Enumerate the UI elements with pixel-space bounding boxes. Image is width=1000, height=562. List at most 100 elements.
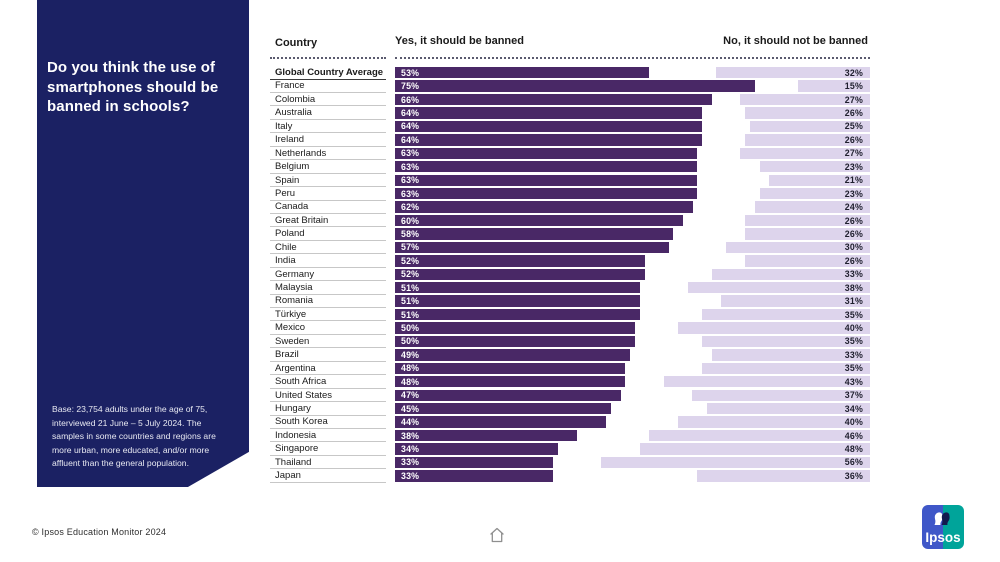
no-bar: 46%: [649, 429, 870, 442]
table-row: Sweden 50% 35%: [270, 335, 870, 349]
no-value-label: 40%: [844, 323, 863, 333]
yes-bar: 60%: [395, 214, 683, 227]
row-divider: [270, 118, 386, 120]
bar-zone: 66% 27%: [395, 93, 870, 106]
country-label: Australia: [275, 107, 312, 119]
country-label: Chile: [275, 241, 297, 253]
country-label: Great Britain: [275, 214, 329, 226]
base-note: Base: 23,754 adults under the age of 75,…: [52, 404, 216, 469]
no-value-label: 35%: [844, 336, 863, 347]
yes-bar: 38%: [395, 429, 578, 442]
yes-value-label: 49%: [401, 349, 420, 360]
yes-value-label: 33%: [401, 457, 420, 468]
yes-value-label: 51%: [401, 296, 420, 307]
yes-bar: 63%: [395, 174, 698, 186]
question-panel: Do you think the use of smartphones shou…: [37, 0, 249, 487]
row-divider: [270, 253, 386, 255]
yes-bar: 51%: [395, 282, 640, 294]
no-bar: 26%: [745, 134, 870, 146]
table-row: Hungary 45% 34%: [270, 402, 870, 416]
table-row: Indonesia 38% 46%: [270, 429, 870, 443]
no-bar: 43%: [663, 376, 870, 388]
no-bar: 26%: [745, 107, 870, 119]
yes-value-label: 51%: [401, 309, 420, 320]
table-row: United States 47% 37%: [270, 389, 870, 403]
row-divider: [270, 226, 386, 228]
row-divider: [270, 105, 386, 107]
bar-zone: 52% 26%: [395, 255, 870, 267]
home-icon[interactable]: [486, 524, 508, 546]
no-value-label: 27%: [844, 94, 863, 105]
bar-zone: 64% 26%: [395, 134, 870, 146]
no-bar: 30%: [726, 241, 870, 254]
country-label: Argentina: [275, 362, 316, 374]
no-value-label: 46%: [844, 430, 863, 441]
table-row: Netherlands 63% 27%: [270, 147, 870, 161]
country-label: France: [275, 80, 305, 92]
row-divider: [270, 347, 386, 349]
bar-zone: 34% 48%: [395, 443, 870, 455]
table-row: Peru 63% 23%: [270, 187, 870, 201]
yes-bar: 52%: [395, 255, 645, 267]
bar-zone: 50% 40%: [395, 322, 870, 334]
yes-bar: 64%: [395, 107, 703, 119]
no-value-label: 32%: [844, 67, 863, 78]
bar-zone: 33% 56%: [395, 456, 870, 469]
no-bar: 40%: [678, 322, 870, 334]
yes-value-label: 52%: [401, 255, 420, 266]
no-value-label: 26%: [844, 134, 863, 145]
yes-bar: 44%: [395, 416, 607, 428]
yes-value-label: 57%: [401, 242, 420, 253]
no-value-label: 43%: [844, 376, 863, 387]
yes-bar: 50%: [395, 322, 635, 334]
yes-bar: 53%: [395, 67, 650, 79]
no-value-label: 35%: [844, 363, 863, 374]
row-divider: [270, 212, 386, 214]
yes-bar: 33%: [395, 470, 554, 482]
chart-rows: Global Country Average 53% 32% France 75% 15%…: [270, 66, 870, 483]
country-label: Colombia: [275, 93, 316, 105]
chart-header-divider: [395, 57, 870, 59]
no-value-label: 37%: [844, 390, 863, 401]
yes-bar: 45%: [395, 402, 611, 415]
ipsos-logo: Ipsos: [922, 505, 964, 549]
no-value-label: 26%: [844, 228, 863, 239]
bar-zone: 60% 26%: [395, 214, 870, 227]
bar-zone: 63% 21%: [395, 174, 870, 186]
yes-bar: 64%: [395, 134, 703, 146]
country-label: Malaysia: [275, 282, 313, 293]
country-label: India: [275, 255, 296, 267]
yes-bar: 64%: [395, 120, 703, 133]
yes-value-label: 52%: [401, 269, 420, 280]
table-row: South Korea 44% 40%: [270, 415, 870, 429]
country-header-divider: [270, 57, 386, 59]
table-row: Australia 64% 26%: [270, 106, 870, 120]
no-value-label: 23%: [844, 161, 863, 172]
bar-zone: 63% 23%: [395, 161, 870, 173]
bar-zone: 53% 32%: [395, 67, 870, 79]
no-bar: 40%: [678, 416, 870, 428]
no-value-label: 23%: [844, 188, 863, 199]
no-series-header: No, it should not be banned: [723, 35, 868, 47]
table-row: Thailand 33% 56%: [270, 456, 870, 470]
table-row: Italy 64% 25%: [270, 120, 870, 134]
no-bar: 35%: [702, 335, 870, 348]
no-bar: 26%: [745, 255, 870, 267]
row-divider: [270, 481, 386, 483]
row-divider: [270, 320, 386, 322]
yes-bar: 66%: [395, 93, 712, 106]
yes-value-label: 33%: [401, 470, 420, 481]
bar-zone: 57% 30%: [395, 241, 870, 254]
country-label: Thailand: [275, 456, 312, 468]
row-divider: [270, 360, 386, 362]
bar-zone: 52% 33%: [395, 268, 870, 280]
yes-value-label: 60%: [401, 215, 420, 226]
country-label: Ireland: [275, 134, 305, 146]
row-divider: [270, 374, 386, 376]
table-row: Poland 58% 26%: [270, 227, 870, 241]
no-bar: 27%: [740, 147, 870, 160]
yes-bar: 33%: [395, 456, 554, 469]
no-bar: 27%: [740, 93, 870, 106]
table-row: India 52% 26%: [270, 254, 870, 268]
bar-zone: 58% 26%: [395, 228, 870, 240]
